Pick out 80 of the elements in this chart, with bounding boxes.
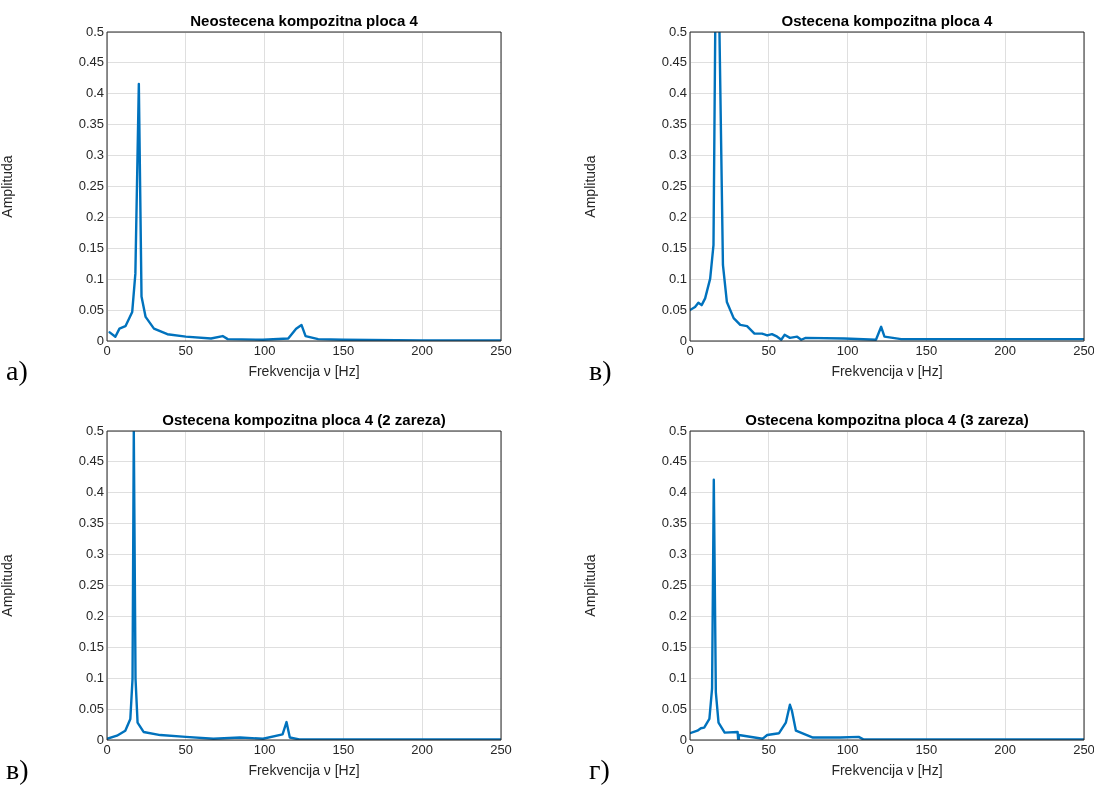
y-axis-title: Amplituda [0, 554, 16, 617]
y-tick-label: 0.15 [661, 239, 687, 255]
chart-title: Neostecena kompozitna ploca 4 [190, 12, 419, 29]
x-tick-label: 50 [178, 742, 194, 758]
y-tick-label: 0.4 [85, 484, 104, 500]
y-tick-label: 0.25 [661, 577, 687, 593]
y-axis-title: Amplituda [0, 155, 16, 218]
x-tick-label: 200 [994, 343, 1017, 359]
y-axis-title: Amplituda [582, 554, 599, 617]
x-tick-label: 200 [994, 742, 1017, 758]
y-tick-label: 0.4 [668, 484, 687, 500]
text: г) [589, 754, 610, 785]
y-tick-label: 0.05 [661, 700, 687, 716]
chart-title: Ostecena kompozitna ploca 4 (3 zareza) [745, 411, 1029, 428]
y-tick-label: 0.5 [668, 23, 687, 39]
text: в) [6, 754, 29, 785]
y-tick-label: 0.45 [78, 54, 104, 70]
y-tick-label: 0.2 [85, 607, 104, 623]
x-tick-label: 250 [1073, 742, 1094, 758]
x-tick-label: 100 [836, 742, 859, 758]
y-tick-label: 0.1 [85, 270, 104, 286]
x-tick-label: 250 [490, 343, 512, 359]
y-tick-label: 0.15 [661, 638, 687, 654]
y-tick-label: 0.2 [668, 607, 687, 623]
x-tick-label: 150 [332, 343, 355, 359]
y-tick-label: 0.3 [85, 147, 104, 163]
chart-title: Ostecena kompozitna ploca 4 [781, 12, 994, 29]
x-tick-label: 200 [411, 343, 434, 359]
y-tick-label: 0.1 [668, 669, 687, 685]
x-tick-label: 150 [332, 742, 355, 758]
y-tick-label: 0.35 [78, 116, 104, 132]
x-tick-label: 250 [490, 742, 512, 758]
y-tick-label: 0.45 [661, 54, 687, 70]
text: в) [589, 355, 612, 386]
x-tick-label: 100 [836, 343, 859, 359]
y-tick-label: 0.25 [78, 577, 104, 593]
x-axis-title: Frekvencija ν [Hz] [831, 762, 943, 779]
y-tick-label: 0.5 [85, 422, 104, 438]
x-tick-label: 50 [178, 343, 194, 359]
y-tick-label: 0.1 [85, 669, 104, 685]
y-tick-label: 0.3 [668, 546, 687, 562]
y-tick-label: 0.3 [668, 147, 687, 163]
x-tick-label: 50 [761, 742, 777, 758]
y-tick-label: 0.4 [85, 85, 104, 101]
y-tick-label: 0.25 [661, 178, 687, 194]
x-axis-title: Frekvencija ν [Hz] [248, 363, 360, 380]
y-tick-label: 0.35 [661, 116, 687, 132]
y-tick-label: 0.4 [668, 85, 687, 101]
y-tick-label: 0.45 [661, 453, 687, 469]
y-tick-label: 0.5 [85, 23, 104, 39]
y-axis-title: Amplituda [582, 155, 599, 218]
y-tick-label: 0 [679, 332, 687, 348]
y-tick-label: 0.1 [668, 270, 687, 286]
x-tick-label: 150 [915, 742, 938, 758]
y-tick-label: 0.35 [661, 515, 687, 531]
y-tick-label: 0.05 [78, 700, 104, 716]
y-tick-label: 0 [96, 731, 104, 747]
x-axis-title: Frekvencija ν [Hz] [248, 762, 360, 779]
y-tick-label: 0.3 [85, 546, 104, 562]
y-tick-label: 0.5 [668, 422, 687, 438]
y-tick-label: 0 [96, 332, 104, 348]
x-tick-label: 50 [761, 343, 777, 359]
text: a) [6, 355, 28, 386]
x-tick-label: 100 [253, 742, 276, 758]
x-tick-label: 200 [411, 742, 434, 758]
y-tick-label: 0.15 [78, 239, 104, 255]
x-tick-label: 250 [1073, 343, 1094, 359]
y-tick-label: 0.25 [78, 178, 104, 194]
chart-title: Ostecena kompozitna ploca 4 (2 zareza) [162, 411, 446, 428]
x-tick-label: 150 [915, 343, 938, 359]
y-tick-label: 0 [679, 731, 687, 747]
y-tick-label: 0.05 [78, 301, 104, 317]
y-tick-label: 0.15 [78, 638, 104, 654]
x-tick-label: 100 [253, 343, 276, 359]
y-tick-label: 0.2 [668, 208, 687, 224]
y-tick-label: 0.35 [78, 515, 104, 531]
y-tick-label: 0.2 [85, 208, 104, 224]
y-tick-label: 0.45 [78, 453, 104, 469]
y-tick-label: 0.05 [661, 301, 687, 317]
x-axis-title: Frekvencija ν [Hz] [831, 363, 943, 380]
